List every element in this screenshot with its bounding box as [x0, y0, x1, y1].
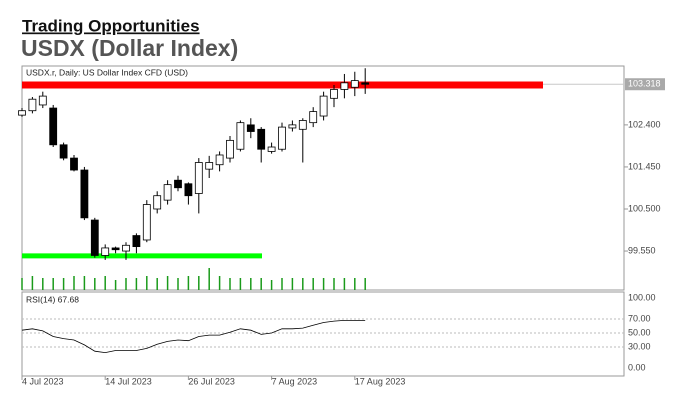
y-tick-label: 99.550 — [628, 245, 656, 255]
y-tick-label: 0.00 — [628, 362, 646, 372]
y-tick-label: 100.00 — [628, 292, 656, 302]
candle-body — [111, 247, 120, 251]
x-tick-label: 17 Aug 2023 — [355, 376, 406, 386]
last-price-box — [625, 78, 665, 91]
candle-body — [80, 169, 89, 219]
page-title: Trading Opportunities — [22, 16, 200, 35]
candle-body — [142, 204, 151, 241]
candle-body — [226, 139, 234, 159]
candle-body — [163, 184, 172, 201]
candle-body — [350, 80, 359, 88]
candle-body — [205, 162, 214, 170]
rsi-label: RSI(14) 67.68 — [26, 294, 79, 304]
candle-body — [215, 154, 224, 166]
candle-body — [153, 195, 162, 210]
candle-body — [38, 95, 47, 106]
candle-body — [18, 110, 26, 116]
candle-body — [132, 235, 141, 248]
x-tick-label: 14 Jul 2023 — [105, 376, 152, 386]
candle-body — [330, 89, 338, 99]
y-tick-label: 30.00 — [628, 341, 651, 351]
y-tick-label: 100.500 — [628, 203, 661, 213]
y-tick-label: 50.00 — [628, 327, 651, 337]
candle-body — [309, 111, 318, 124]
candle-body — [28, 98, 37, 112]
last-price-label: 103.318 — [628, 79, 661, 89]
candle-body — [340, 82, 349, 90]
y-tick-label: 102.400 — [628, 119, 661, 129]
rsi-line — [21, 320, 366, 354]
candle-body — [246, 124, 255, 132]
candle-body — [319, 95, 328, 117]
candle-body — [184, 183, 193, 197]
candle-body — [90, 219, 99, 256]
candle-body — [288, 124, 297, 129]
candle-body — [59, 144, 68, 159]
candle-body — [101, 247, 110, 256]
x-tick-label: 26 Jul 2023 — [188, 376, 235, 386]
x-tick-label: 7 Aug 2023 — [272, 376, 318, 386]
x-tick-label: 4 Jul 2023 — [22, 376, 64, 386]
y-tick-label: 70.00 — [628, 313, 651, 323]
candle-body — [257, 128, 266, 150]
candle-body — [194, 162, 203, 194]
candle-body — [361, 82, 370, 85]
candle-body — [267, 146, 276, 152]
page-subtitle: USDX (Dollar Index) — [21, 35, 238, 61]
candle-body — [49, 107, 58, 146]
candle-body — [278, 126, 286, 150]
candle-body — [174, 179, 182, 189]
candle-body — [122, 244, 130, 252]
y-tick-label: 101.450 — [628, 161, 661, 171]
price-label: USDX.r, Daily: US Dollar Index CFD (USD) — [26, 67, 188, 77]
candle-body — [70, 157, 78, 171]
candle-body — [298, 120, 307, 130]
rsi-frame — [21, 291, 625, 377]
candle-body — [236, 122, 245, 150]
